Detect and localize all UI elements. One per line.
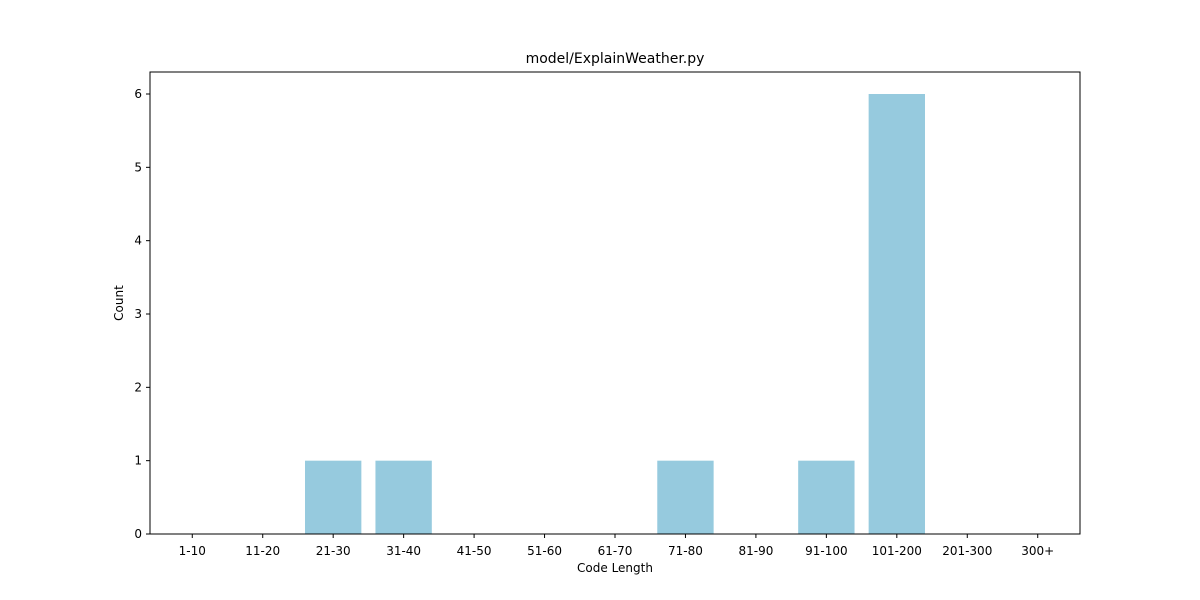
x-tick-label: 61-70 — [598, 544, 633, 558]
x-tick-label: 71-80 — [668, 544, 703, 558]
y-tick-label: 5 — [134, 160, 142, 174]
y-tick-label: 0 — [134, 527, 142, 541]
plot-frame — [149, 71, 1081, 535]
y-tick-label: 2 — [134, 380, 142, 394]
y-tick-label: 3 — [134, 307, 142, 321]
x-tick-label: 91-100 — [805, 544, 848, 558]
bar-91-100 — [798, 460, 855, 534]
x-tick-label: 201-300 — [942, 544, 992, 558]
x-tick-label: 11-20 — [245, 544, 280, 558]
x-axis-label: Code Length — [577, 561, 653, 575]
x-tick-label: 81-90 — [738, 544, 773, 558]
chart-title: model/ExplainWeather.py — [526, 51, 705, 67]
bar-101-200 — [868, 94, 925, 534]
x-tick-label: 31-40 — [386, 544, 421, 558]
x-tick-label: 300+ — [1021, 544, 1054, 558]
x-tick-label: 21-30 — [316, 544, 351, 558]
x-tick-label: 101-200 — [872, 544, 922, 558]
y-tick-label: 4 — [134, 234, 142, 248]
y-tick-label: 1 — [134, 454, 142, 468]
bar-31-40 — [375, 460, 432, 534]
x-tick-label: 41-50 — [457, 544, 492, 558]
x-tick-label: 51-60 — [527, 544, 562, 558]
y-axis: 0 1 2 3 4 5 6 — [134, 87, 150, 541]
x-tick-label: 1-10 — [179, 544, 206, 558]
bar-21-30 — [305, 460, 362, 534]
bars-group — [305, 94, 925, 534]
y-tick-label: 6 — [134, 87, 142, 101]
x-axis: 1-10 11-20 21-30 31-40 41-50 51-60 61-70 71-80 8… — [179, 534, 1054, 558]
y-axis-label: Count — [112, 285, 126, 321]
bar-71-80 — [657, 460, 714, 534]
